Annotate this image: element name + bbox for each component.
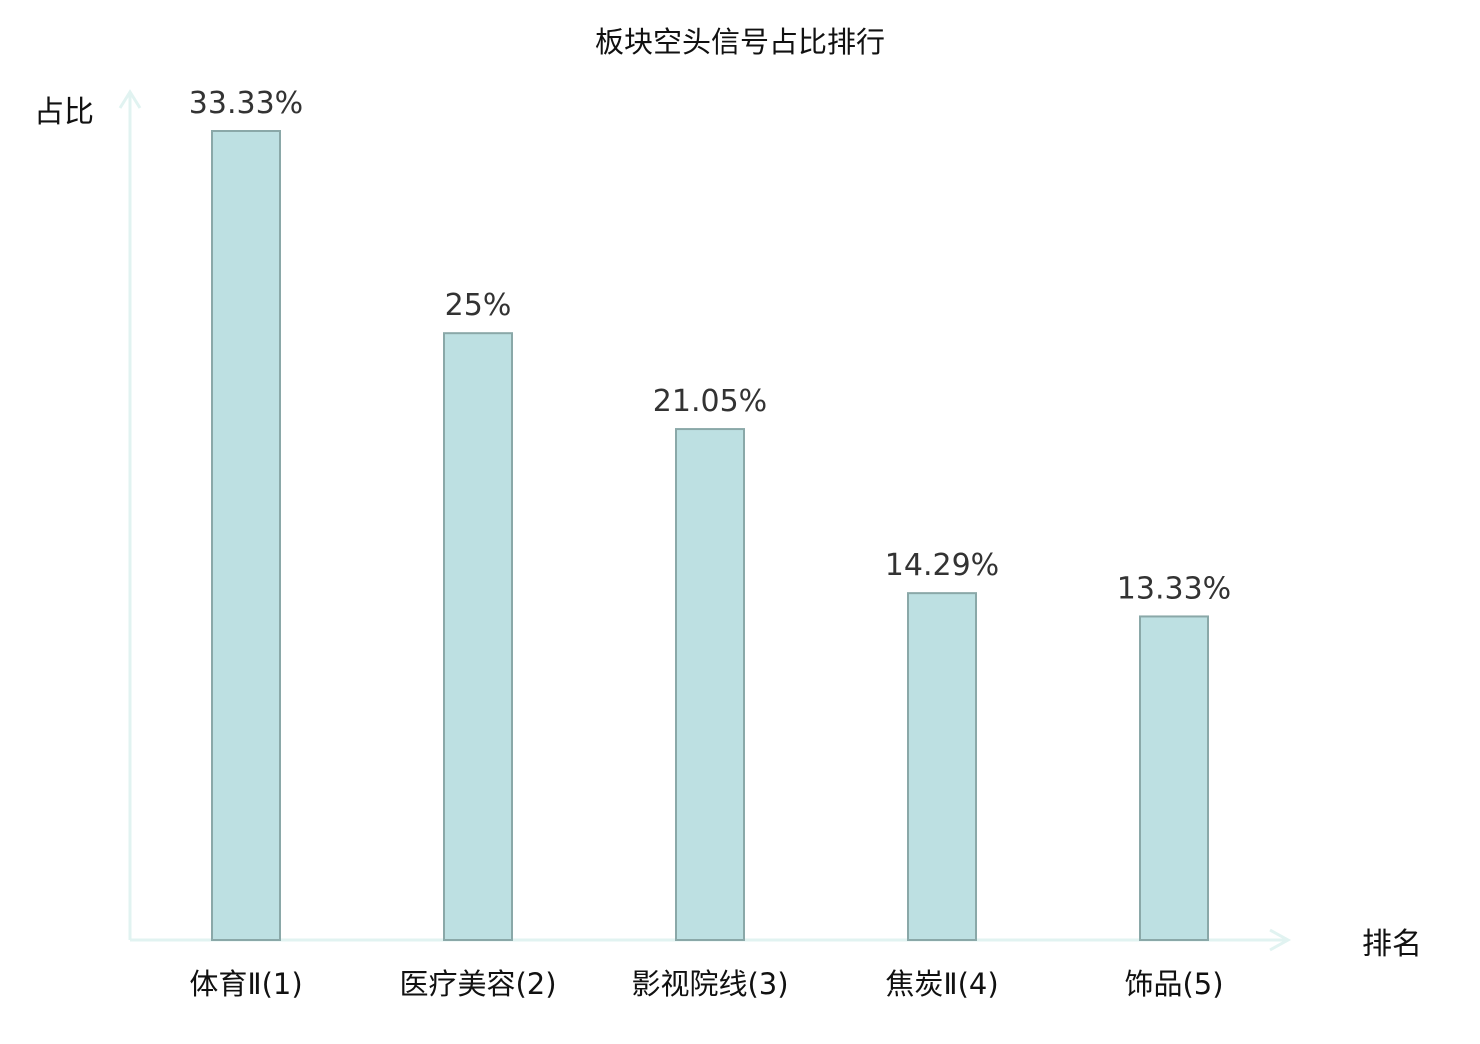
value-label-4: 14.29% <box>885 548 999 583</box>
x-axis-label: 排名 <box>1362 927 1422 962</box>
bar-3 <box>675 428 745 941</box>
chart-title: 板块空头信号占比排行 <box>595 25 885 59</box>
value-label-1: 33.33% <box>189 86 303 121</box>
bar-5 <box>1139 615 1209 941</box>
value-label-5: 13.33% <box>1117 571 1231 606</box>
bar-4 <box>907 592 977 942</box>
y-axis-arrow-icon <box>118 89 142 109</box>
bar-1 <box>211 130 281 941</box>
bar-2 <box>443 332 513 941</box>
bars-group <box>211 130 1209 942</box>
x-tick-labels-group: 体育Ⅱ(1) 医疗美容(2) 影视院线(3) 焦炭Ⅱ(4) 饰品(5) <box>189 967 1223 1001</box>
x-tick-label-3: 影视院线(3) <box>631 967 788 1001</box>
x-tick-label-4: 焦炭Ⅱ(4) <box>885 967 998 1001</box>
value-labels-group: 33.33% 25% 21.05% 14.29% 13.33% <box>189 86 1231 606</box>
x-tick-label-2: 医疗美容(2) <box>399 967 556 1001</box>
x-tick-label-1: 体育Ⅱ(1) <box>189 967 302 1001</box>
value-label-3: 21.05% <box>653 384 767 419</box>
x-tick-label-5: 饰品(5) <box>1124 967 1223 1001</box>
value-label-2: 25% <box>445 288 512 323</box>
y-axis-label: 占比 <box>34 95 94 130</box>
x-axis-arrow-icon <box>1269 928 1292 952</box>
